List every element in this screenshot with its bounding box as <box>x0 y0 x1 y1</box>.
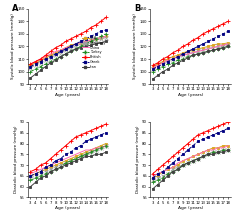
Y-axis label: Systolic blood pressure (mmHg): Systolic blood pressure (mmHg) <box>134 13 137 79</box>
X-axis label: Age (years): Age (years) <box>55 93 81 97</box>
Y-axis label: Diastolic blood pressure (mmHg): Diastolic blood pressure (mmHg) <box>14 126 18 194</box>
X-axis label: Age (years): Age (years) <box>178 206 203 210</box>
Legend: USA, Germany, China, Turkey, British, Greek, Iran: USA, Germany, China, Turkey, British, Gr… <box>82 36 107 69</box>
Text: A: A <box>12 4 18 13</box>
Y-axis label: Diastolic blood pressure (mmHg): Diastolic blood pressure (mmHg) <box>136 126 140 194</box>
Y-axis label: Systolic blood pressure (mmHg): Systolic blood pressure (mmHg) <box>11 13 15 79</box>
X-axis label: Age (years): Age (years) <box>178 93 203 97</box>
X-axis label: Age (years): Age (years) <box>55 206 81 210</box>
Text: B: B <box>134 4 140 13</box>
